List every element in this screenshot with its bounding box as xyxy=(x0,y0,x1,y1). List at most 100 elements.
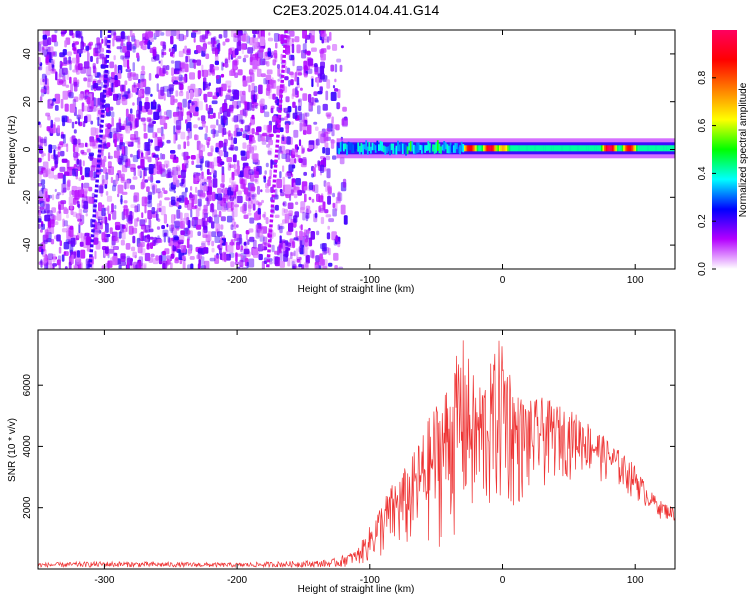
noise-cell xyxy=(202,228,207,238)
noise-cell xyxy=(296,76,300,86)
noise-cell xyxy=(100,168,104,173)
noise-cell xyxy=(56,192,61,196)
noise-cell xyxy=(341,118,345,126)
noise-cell xyxy=(73,129,77,134)
noise-cell xyxy=(236,41,242,51)
noise-cell xyxy=(216,245,221,249)
noise-cell xyxy=(187,202,193,211)
noise-cell xyxy=(221,173,225,183)
noise-cell xyxy=(151,207,156,215)
noise-cell xyxy=(273,52,278,59)
noise-cell xyxy=(193,98,199,108)
noise-cell xyxy=(159,164,165,173)
noise-cell xyxy=(69,64,72,71)
noise-cell xyxy=(126,141,132,145)
noise-cell xyxy=(146,243,150,250)
noise-cell xyxy=(116,145,122,151)
noise-cell xyxy=(98,185,104,194)
noise-cell xyxy=(258,223,263,231)
signal-cell xyxy=(411,141,414,152)
signal-cell xyxy=(537,145,539,152)
noise-cell xyxy=(291,164,296,169)
noise-cell xyxy=(258,253,263,261)
noise-cell xyxy=(108,166,114,175)
signal-cell xyxy=(484,145,487,152)
noise-cell xyxy=(171,227,178,236)
noise-cell xyxy=(63,208,69,214)
noise-cell xyxy=(201,34,207,40)
noise-cell xyxy=(262,60,268,65)
noise-cell xyxy=(212,95,218,100)
signal-cell xyxy=(486,145,489,152)
noise-cell xyxy=(268,32,271,36)
signal-cell xyxy=(427,140,430,151)
noise-cell xyxy=(52,98,56,102)
noise-cell xyxy=(239,177,244,184)
noise-cell xyxy=(233,35,239,43)
noise-cell xyxy=(299,230,303,241)
noise-cell xyxy=(236,237,243,246)
noise-cell xyxy=(45,169,49,177)
noise-cell xyxy=(38,190,44,199)
signal-cell xyxy=(352,144,355,153)
noise-cell xyxy=(130,134,136,141)
noise-cell xyxy=(177,102,182,110)
noise-cell xyxy=(189,193,195,203)
noise-cell xyxy=(247,212,252,216)
signal-cell xyxy=(379,140,382,151)
signal-cell xyxy=(518,145,520,152)
signal-cell xyxy=(600,145,603,152)
noise-cell xyxy=(251,194,255,200)
noise-cell xyxy=(303,60,308,70)
noise-cell xyxy=(66,213,69,219)
noise-cell xyxy=(209,257,216,262)
noise-cell xyxy=(299,256,302,264)
noise-cell xyxy=(184,63,189,73)
noise-cell xyxy=(218,124,223,134)
noise-cell xyxy=(211,240,215,247)
signal-cell xyxy=(510,145,512,152)
noise-cell xyxy=(225,241,228,251)
noise-cell xyxy=(329,31,332,41)
noise-cell xyxy=(321,33,328,40)
noise-cell xyxy=(200,161,203,171)
noise-cell xyxy=(127,113,134,122)
noise-cell xyxy=(246,102,252,111)
noise-cell xyxy=(211,221,215,229)
signal-cell xyxy=(577,145,579,152)
noise-cell xyxy=(47,46,54,53)
noise-cell xyxy=(64,266,68,269)
noise-cell xyxy=(311,96,314,106)
noise-cell xyxy=(209,172,212,176)
noise-cell xyxy=(214,254,219,264)
noise-cell xyxy=(275,42,278,49)
noise-cell xyxy=(57,125,60,134)
noise-cell xyxy=(77,203,81,209)
noise-cell xyxy=(219,248,222,255)
noise-cell xyxy=(191,32,197,38)
signal-cell xyxy=(632,145,635,152)
noise-cell xyxy=(291,259,297,266)
noise-cell xyxy=(249,72,255,82)
noise-cell xyxy=(178,50,184,58)
noise-cell xyxy=(264,111,270,118)
noise-cell xyxy=(243,214,249,219)
noise-cell xyxy=(282,201,287,207)
noise-cell xyxy=(48,194,53,199)
noise-cell xyxy=(59,240,62,247)
noise-cell xyxy=(229,164,234,168)
noise-cell xyxy=(195,106,199,112)
signal-cell xyxy=(483,145,485,152)
noise-cell xyxy=(121,230,126,240)
noise-cell xyxy=(71,57,77,64)
noise-cell xyxy=(132,62,135,72)
signal-cell xyxy=(424,145,426,153)
noise-cell xyxy=(85,142,88,148)
noise-cell xyxy=(327,195,331,205)
noise-cell xyxy=(75,54,80,64)
noise-cell xyxy=(268,133,274,137)
noise-cell xyxy=(141,263,147,269)
noise-cell xyxy=(105,38,108,46)
noise-cell xyxy=(89,140,96,147)
noise-cell xyxy=(221,166,225,176)
